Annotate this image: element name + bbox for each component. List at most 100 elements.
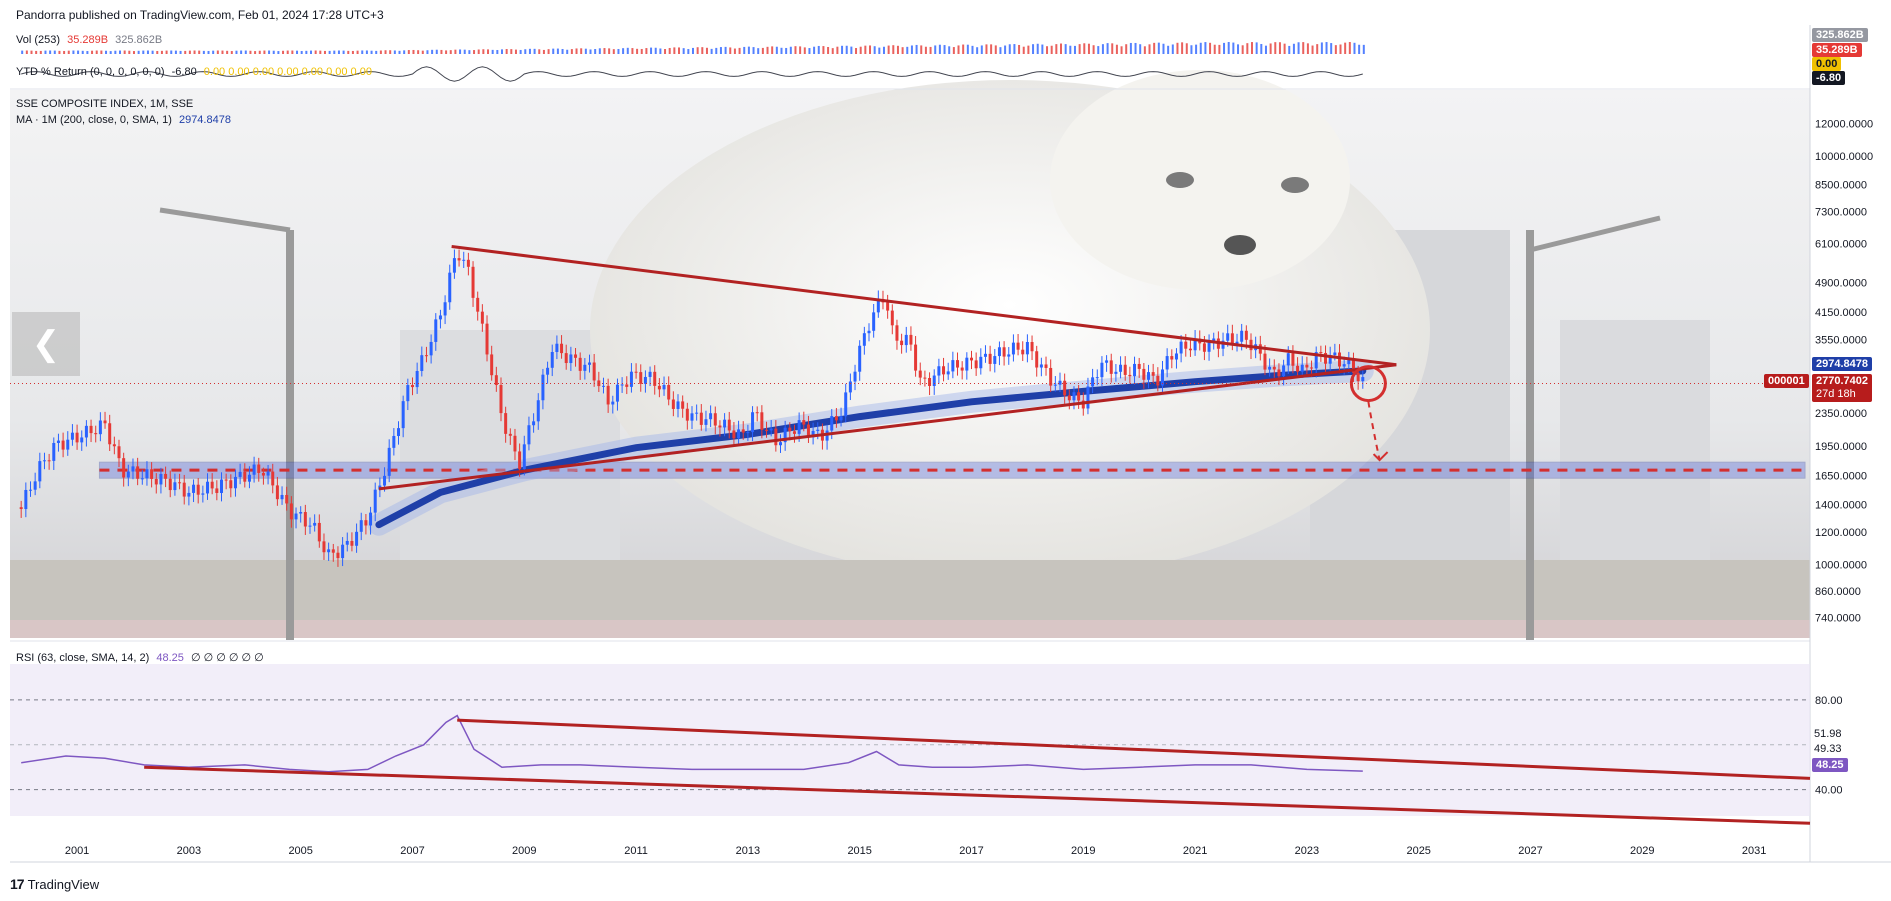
- rsi-legend[interactable]: RSI (63, close, SMA, 14, 2) 48.25 ∅ ∅ ∅ …: [16, 651, 268, 664]
- volume-bar: [1041, 44, 1044, 54]
- volume-bar: [1022, 46, 1025, 54]
- candle-body: [364, 520, 368, 526]
- volume-bar: [640, 48, 643, 54]
- time-tick-label: 2031: [1742, 845, 1766, 857]
- volume-bar: [1125, 44, 1128, 54]
- volume-bar: [63, 50, 66, 54]
- candle-body: [140, 478, 144, 480]
- volume-legend-name: Vol (253): [16, 34, 61, 46]
- symbol-legend[interactable]: SSE COMPOSITE INDEX, 1M, SSE: [16, 98, 197, 110]
- candle-body: [1240, 330, 1244, 342]
- volume-bar: [421, 50, 424, 54]
- candle-body: [1291, 353, 1295, 366]
- candle-body: [224, 479, 228, 481]
- volume-bar: [1115, 44, 1118, 54]
- price-tick-label: 860.0000: [1815, 586, 1861, 598]
- volume-bar: [1064, 44, 1067, 54]
- candle-body: [900, 340, 904, 346]
- candle-body: [1100, 362, 1104, 378]
- candle-body: [1156, 375, 1160, 386]
- candle-body: [243, 471, 247, 482]
- candle-body: [303, 512, 307, 527]
- volume-bar: [892, 45, 895, 54]
- volume-bar: [710, 48, 713, 54]
- ytd-series-line: [21, 66, 1363, 82]
- candle-body: [131, 466, 135, 472]
- candle-body: [928, 378, 932, 386]
- volume-bar: [72, 50, 75, 54]
- volume-bar: [771, 46, 774, 54]
- ytd-legend[interactable]: YTD % Return (0, 0, 0, 0, 0, 0) -6.80 0.…: [16, 66, 376, 78]
- candle-body: [550, 352, 554, 368]
- tradingview-logo[interactable]: 17 TradingView: [10, 876, 99, 892]
- candle-body: [615, 384, 619, 402]
- candle-body: [588, 362, 592, 365]
- candle-body: [126, 471, 130, 478]
- volume-legend[interactable]: Vol (253) 35.289B 325.862B: [16, 34, 166, 46]
- candle-body: [765, 429, 769, 431]
- candle-body: [844, 392, 848, 417]
- candle-body: [392, 435, 396, 448]
- volume-bar: [617, 48, 620, 54]
- candle-body: [872, 312, 876, 331]
- volume-bar: [817, 45, 820, 54]
- volume-bar: [757, 48, 760, 54]
- rsi-level-tag-1: 51.98: [1814, 728, 1842, 740]
- scroll-back-button[interactable]: ❮: [12, 312, 80, 376]
- forecast-arrow: [1367, 401, 1381, 461]
- volume-bar: [179, 50, 182, 54]
- candle-body: [66, 439, 70, 450]
- candle-body: [639, 372, 643, 384]
- volume-bar: [86, 51, 89, 54]
- candle-body: [709, 413, 713, 420]
- candle-body: [420, 355, 424, 372]
- candle-body: [1244, 330, 1248, 340]
- symbol-name: SSE COMPOSITE INDEX, 1M, SSE: [16, 98, 194, 110]
- candle-body: [457, 258, 461, 261]
- volume-bar: [729, 47, 732, 54]
- candle-body: [369, 512, 373, 526]
- candle-body: [1286, 353, 1290, 366]
- volume-bar: [1204, 42, 1207, 54]
- candle-body: [94, 433, 98, 435]
- ma-legend[interactable]: MA · 1M (200, close, 0, SMA, 1) 2974.847…: [16, 114, 235, 126]
- volume-bar: [775, 46, 778, 54]
- candle-body: [406, 385, 410, 402]
- volume-bar: [691, 47, 694, 54]
- candle-body: [1049, 367, 1053, 386]
- support-band: [98, 461, 1806, 479]
- ma-legend-value: 2974.8478: [178, 114, 231, 126]
- volume-bar: [389, 50, 392, 54]
- volume-bar: [1311, 45, 1314, 54]
- volume-bar: [980, 45, 983, 54]
- candle-body: [1016, 342, 1020, 350]
- candle-body: [112, 444, 116, 447]
- candle-body: [1095, 377, 1099, 379]
- candle-body: [862, 333, 866, 346]
- volume-bar: [999, 47, 1002, 54]
- volume-bar: [417, 50, 420, 54]
- candle-body: [308, 525, 312, 527]
- volume-bar: [58, 50, 61, 54]
- volume-bar: [1195, 44, 1198, 54]
- price-axis[interactable]: 12000.0000 10000.0000 8500.0000 7300.0000 61…: [1815, 119, 1873, 625]
- candle-body: [219, 479, 223, 493]
- volume-bar: [459, 49, 462, 54]
- volume-bar: [272, 50, 275, 54]
- candle-body: [1342, 364, 1346, 367]
- volume-bar: [738, 47, 741, 54]
- volume-bar: [268, 50, 271, 54]
- candle-body: [1044, 364, 1048, 368]
- time-tick-label: 2023: [1295, 845, 1319, 857]
- volume-bar: [165, 50, 168, 54]
- candle-body: [918, 370, 922, 378]
- candle-body: [434, 319, 438, 342]
- volume-bar: [39, 50, 42, 54]
- volume-bar: [244, 50, 247, 54]
- rsi-axis[interactable]: 80.00 40.00: [1815, 695, 1843, 797]
- time-axis[interactable]: 2001 2003 2005 2007 2009 2011 2013 2015 2017 2019…: [65, 845, 1767, 857]
- candle-body: [192, 484, 196, 493]
- volume-bar: [323, 50, 326, 54]
- volume-bar: [1348, 42, 1351, 54]
